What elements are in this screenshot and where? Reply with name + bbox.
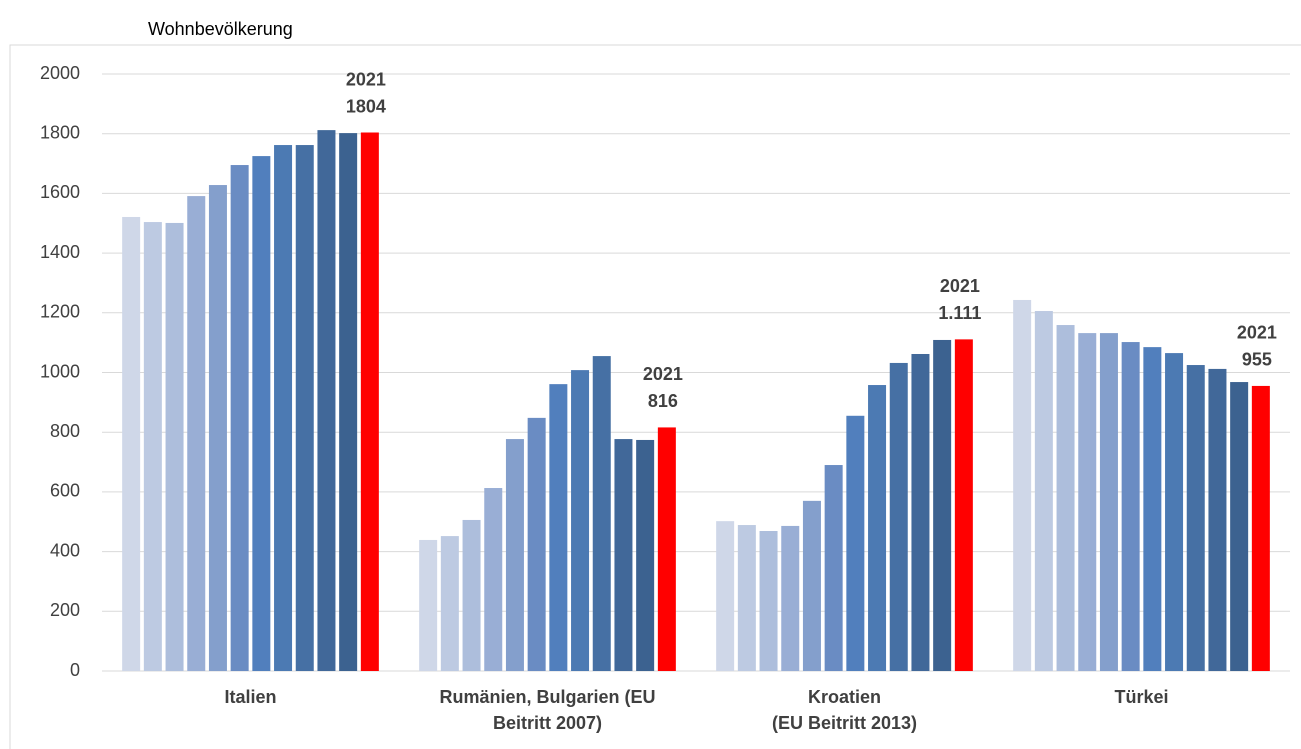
bar [737,525,756,671]
bar [1013,299,1032,671]
bar [846,415,865,671]
bar [230,165,249,672]
bar [1230,382,1249,671]
bar [1165,353,1184,671]
data-label: 1.111 [938,303,981,323]
data-label: 1804 [346,96,386,116]
bar [549,384,568,671]
chart-title: Wohnbevölkerung [148,19,293,39]
bar [868,385,887,671]
y-tick-label: 1400 [40,242,80,262]
bar [317,130,336,672]
bar [527,417,546,671]
annotation-year: 2021 [940,276,980,296]
x-tick-label: Türkei [1114,687,1169,707]
bar [122,216,141,671]
bar [274,145,293,672]
bar [889,362,908,671]
bar [1143,347,1162,671]
data-label: 816 [648,391,678,411]
bar [1208,368,1227,671]
y-tick-label: 1000 [40,361,80,381]
bar [360,132,379,672]
bar [440,536,459,671]
y-tick-label: 600 [50,481,80,501]
bar [824,465,843,671]
y-tick-label: 2000 [40,63,80,83]
bar [657,427,676,671]
bar [1099,333,1118,671]
y-tick-label: 1200 [40,302,80,322]
annotation-year: 2021 [346,69,386,89]
bar [716,521,735,671]
bar [1186,365,1205,671]
x-tick-label: Rumänien, Bulgarien (EU Beitritt 2007) [439,687,656,733]
bar [143,222,162,671]
x-tick-label: Kroatien (EU Beitritt 2013) [771,687,918,733]
bar [933,339,952,671]
data-label: 955 [1242,350,1272,370]
bar [484,488,503,671]
y-tick-label: 800 [50,421,80,441]
y-tick-label: 400 [50,540,80,560]
bar [208,185,227,672]
bar [759,531,778,671]
bar [911,353,930,671]
x-tick-label: Italien [224,687,277,707]
bar [1121,342,1140,671]
y-tick-label: 1800 [40,122,80,142]
bar [614,439,633,671]
bar [1078,333,1097,671]
y-tick-label: 200 [50,600,80,620]
bar [419,539,438,671]
bar [1034,311,1053,671]
bar [505,439,524,671]
bar [339,133,358,671]
bar [802,500,821,671]
annotation-year: 2021 [1237,323,1277,343]
bar [187,196,206,672]
bar [1251,385,1270,671]
chart-border [9,44,1301,749]
bar [592,356,611,671]
annotation-year: 2021 [643,364,683,384]
bar [954,339,973,671]
bar [165,222,184,671]
bar [295,145,314,672]
bar [571,370,590,671]
y-tick-label: 1600 [40,182,80,202]
bar [636,439,655,671]
bar [1056,325,1075,671]
bar [781,525,800,671]
bar [252,156,271,671]
bar [462,519,481,671]
y-tick-label: 0 [70,660,80,680]
